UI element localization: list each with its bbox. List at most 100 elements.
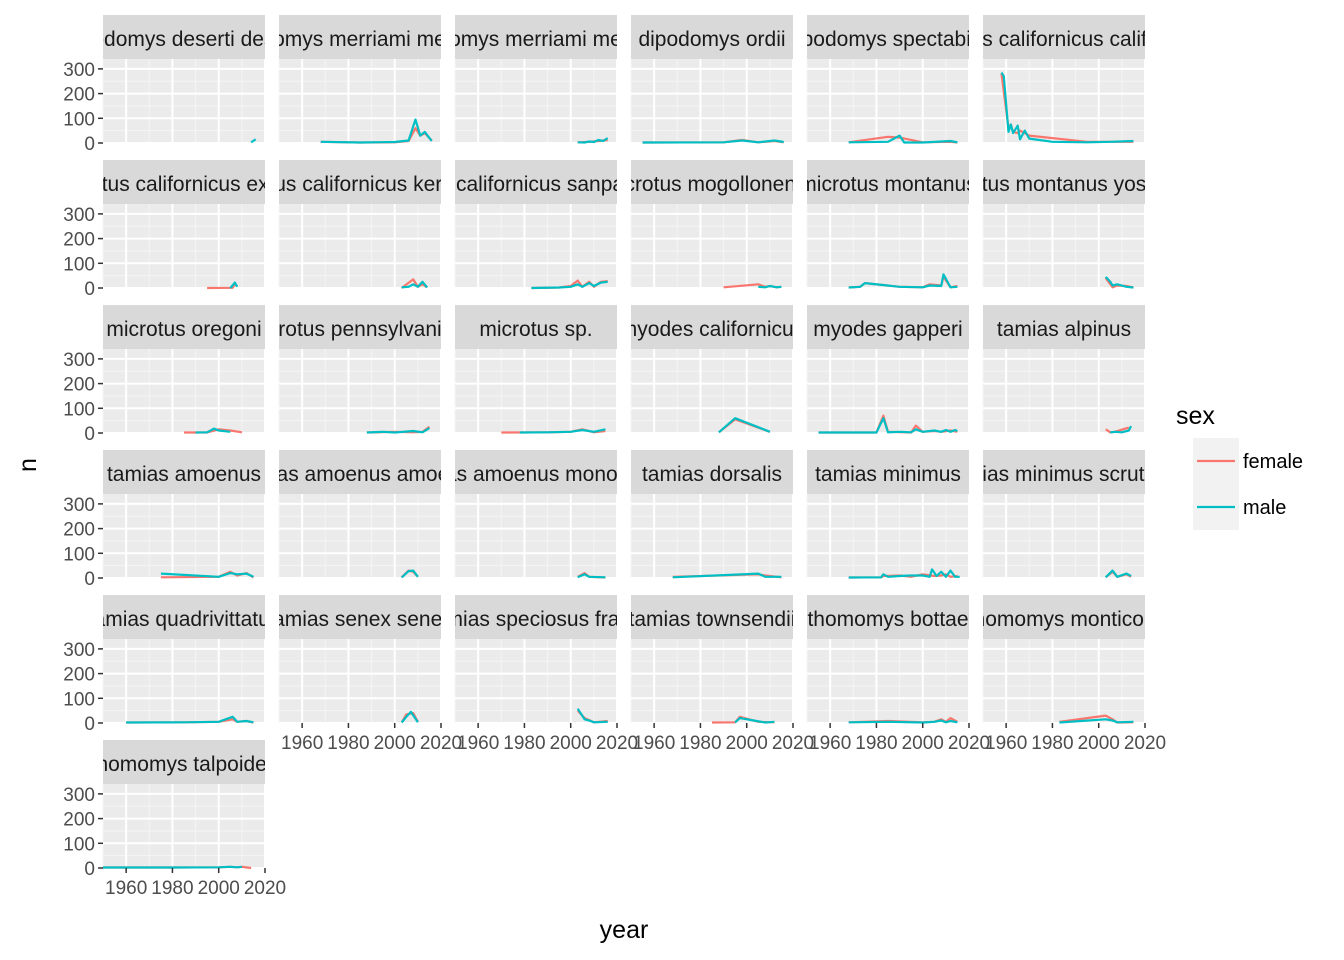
series-line-male	[103, 865, 243, 869]
facet-panel: tamias speciosus frater 1960 1980 2000 2020	[454, 595, 638, 754]
panel-background	[455, 204, 617, 288]
facet-label: dipodomys deserti deserti	[64, 28, 303, 51]
y-tick-label: 200	[63, 85, 95, 106]
legend-item-male: male	[1193, 484, 1286, 530]
facet-label: microtus californicus sanpabloensis	[371, 173, 701, 196]
facet-strip	[807, 595, 969, 639]
panel-background	[631, 349, 793, 433]
facet-panel: tamias amoenus monoensis	[405, 450, 666, 579]
panel-background	[983, 204, 1145, 288]
y-tick-label: 300	[63, 205, 95, 226]
y-tick-label: 0	[84, 424, 95, 445]
facet-label: microtus californicus eximius	[50, 173, 317, 196]
series-line-male	[1059, 718, 1134, 724]
x-tick-label: 2000	[1078, 733, 1120, 754]
panel-background	[455, 349, 617, 433]
series-line-male	[577, 573, 606, 579]
facet-label: dipodomys merriami merriami	[398, 28, 675, 51]
panel-background	[631, 204, 793, 288]
series-line-male	[320, 118, 433, 144]
facet-panel: myodes gapperi	[806, 305, 970, 434]
facet-label: myodes californicus	[620, 318, 804, 341]
legend-label: female	[1243, 451, 1303, 473]
x-tick-label: 2020	[596, 733, 638, 754]
series-line-male	[126, 715, 254, 724]
series-line-male	[1104, 569, 1132, 579]
panel-background	[983, 349, 1145, 433]
x-tick-label: 1960	[457, 733, 499, 754]
y-tick-label: 200	[63, 520, 95, 541]
panel-background	[455, 639, 617, 723]
facet-label: tamias amoenus monoensis	[405, 463, 666, 486]
facet-label: myodes gapperi	[813, 318, 962, 341]
facet-strip	[983, 160, 1145, 204]
panel-background	[455, 59, 617, 143]
facet-strip	[279, 15, 441, 59]
facet-strip	[103, 15, 265, 59]
facet-strip	[455, 15, 617, 59]
x-axis-title: year	[600, 916, 649, 944]
series-line-male	[577, 137, 609, 144]
series-line-male	[576, 708, 608, 724]
panel-background	[279, 639, 441, 723]
y-tick-label: 300	[63, 640, 95, 661]
facet-label: microtus californicus kernensis	[217, 173, 503, 196]
facet-strip	[631, 595, 793, 639]
y-tick-label: 300	[63, 495, 95, 516]
panel-background	[983, 639, 1145, 723]
facet-strip	[103, 450, 265, 494]
panel-background	[455, 494, 617, 578]
panel-background	[103, 349, 265, 433]
facet-strip	[807, 160, 969, 204]
facet-label: tamias senex senex	[267, 608, 453, 631]
y-tick-label: 300	[63, 350, 95, 371]
facet-panel: tamias minimus	[806, 450, 970, 579]
facet-label: tamias minimus	[815, 463, 961, 486]
facet-strip	[103, 595, 265, 639]
series-line-male	[229, 281, 239, 289]
x-tick-label: 1980	[679, 733, 721, 754]
y-tick-label: 0	[84, 279, 95, 300]
facet-label: tamias alpinus	[997, 318, 1131, 341]
facet-label: microtus montanus	[799, 173, 976, 196]
x-tick-label: 2000	[550, 733, 592, 754]
series-line-male	[718, 417, 771, 434]
facet-label: microtus californicus californicus	[913, 28, 1214, 51]
facet-strip	[983, 305, 1145, 349]
panel-background	[631, 494, 793, 578]
facet-strip	[631, 160, 793, 204]
x-tick-label: 2000	[198, 878, 240, 899]
facet-strip	[983, 15, 1145, 59]
series-line-male	[366, 427, 430, 434]
facet-strip	[807, 450, 969, 494]
x-tick-label: 2020	[772, 733, 814, 754]
series-line-male	[848, 134, 958, 144]
facet-panel: dipodomys spectabilis	[785, 15, 990, 144]
panel-background	[631, 59, 793, 143]
series-line-male	[531, 280, 608, 290]
panel-background	[279, 349, 441, 433]
x-tick-label: 1960	[809, 733, 851, 754]
facet-label: dipodomys spectabilis	[785, 28, 990, 51]
x-tick-label: 2020	[244, 878, 286, 899]
facet-panel: microtus californicus eximius 0 100 200 300	[50, 160, 317, 300]
series-line-male	[672, 572, 782, 579]
x-tick-label: 1980	[151, 878, 193, 899]
series-line-male	[250, 138, 257, 144]
facet-panel: microtus oregoni 0 100 200 300	[63, 305, 266, 445]
y-axis-title: n	[14, 458, 42, 472]
series-line-male	[519, 428, 606, 434]
series-line-male	[848, 273, 958, 289]
facet-label: thomomys talpoides	[91, 753, 278, 776]
facet-label: dipodomys ordii	[638, 28, 785, 51]
panel-background	[279, 494, 441, 578]
facet-panel: dipodomys merriami merriami	[398, 15, 675, 144]
x-tick-label: 2020	[1124, 733, 1166, 754]
facet-label: thomomys monticola	[968, 608, 1161, 631]
x-tick-label: 1960	[633, 733, 675, 754]
x-tick-label: 1960	[281, 733, 323, 754]
panel-background	[279, 204, 441, 288]
facet-strip	[631, 450, 793, 494]
facet-label: dipodomys merriami merriami	[222, 28, 499, 51]
facet-panel: tamias senex senex 1960 1980 2000 2020	[267, 595, 462, 754]
